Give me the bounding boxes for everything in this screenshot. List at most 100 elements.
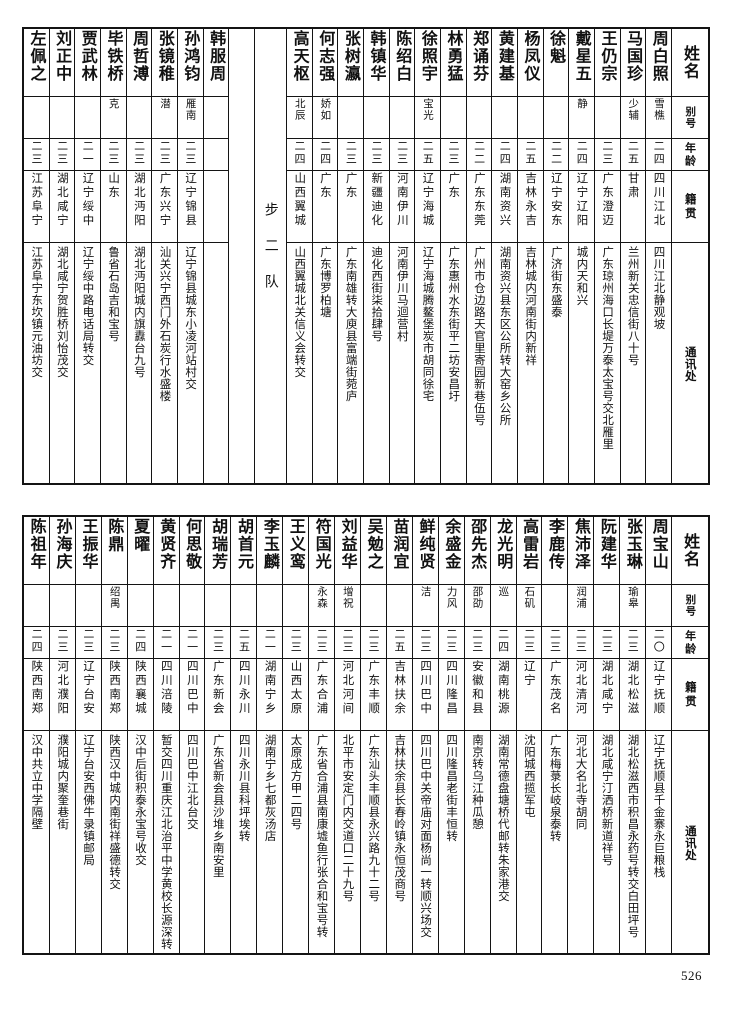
cell-address-text: 汕关兴宁西门外石炭行水盛楼: [158, 246, 173, 402]
roster-entry-column[interactable]: 贾武林 二一 辽宁绥中 辽宁绥中路电话局转交: [75, 29, 101, 483]
roster-entry-column[interactable]: 王仍宗 二三 广东澄迈 广东琼州海口长堤万泰太宝号交北雁里: [594, 29, 621, 483]
cell-address-text: 沈阳城西揽军屯: [522, 734, 537, 818]
roster-entry-column[interactable]: 苗润宜 二五 吉林扶余 吉林扶余县长春岭镇永恒茂商号: [386, 517, 413, 953]
cell-name: 张玉琳: [620, 517, 646, 585]
cell-age: 二三: [126, 139, 152, 171]
cell-native-place: 湖南宁乡: [257, 659, 283, 731]
roster-entry-column[interactable]: 毕铁桥克二三 山东 鲁省石岛吉和宝号: [100, 29, 127, 483]
cell-address-text: 太原成方甲二四号: [289, 734, 304, 830]
roster-entry-column[interactable]: 徐照宇 宝光 二五 辽宁海城 辽宁海城腾鳌堡炭市胡同徐宅: [415, 29, 442, 483]
cell-address-text: 吉林扶余县长春岭镇永恒茂商号: [393, 734, 408, 902]
roster-entry-column[interactable]: 阮建华 二三 湖北咸宁 湖北咸宁汀洒桥新道祥号: [594, 517, 621, 953]
cell-alias: 娇如: [312, 97, 338, 139]
roster-entry-column[interactable]: 焦沛泽 润浦 二三 河北清河 河北大名北寺胡同: [568, 517, 595, 953]
cell-address: 沈阳城西揽军屯: [517, 731, 542, 953]
cell-alias: [386, 585, 412, 627]
roster-entry-column[interactable]: 何思敬 二一 四川巴中 四川巴中江北台交: [179, 517, 206, 953]
cell-native-place-text: 山西太原: [289, 660, 304, 716]
roster-entry-column[interactable]: 龙光明巡二四 湖南桃源 湖南常德盘塘桥代邮转朱家港交: [490, 517, 517, 953]
roster-entry-column[interactable]: 黄贤齐 二一 四川涪陵 暂交四川重庆江北治平中学黄校长源深转: [153, 517, 180, 953]
roster-entry-column[interactable]: 陈鼎 绍禺 二三 陕西南郑 陕西汉中城内南街祥盛德转交: [101, 517, 128, 953]
roster-entry-column[interactable]: 黄建基 二四 湖南资兴 湖南资兴县东区公所转大窑乡公所: [492, 29, 518, 483]
cell-age: 二五: [517, 139, 543, 171]
row-header-column: 姓名 别号 年龄 籍贯 通讯处: [672, 517, 708, 953]
cell-address-text: 城内天和兴: [575, 246, 590, 306]
cell-address-text: 湖北沔阳城内旗纛台九号: [132, 246, 147, 378]
cell-address-text: 濮阳城内聚奎巷街: [56, 734, 71, 830]
cell-address-text: 四川隆昌老街丰恒转: [445, 734, 460, 842]
row-header-name-text: 姓名: [681, 45, 701, 80]
roster-entry-column[interactable]: 高天枢 北辰 二四 山西翼城 山西翼城北关信义会转交: [287, 29, 313, 483]
roster-entry-column[interactable]: 郑诵芬 二二 广东东莞 广州市仓边路天官里寄园新巷伍号: [466, 29, 493, 483]
cell-name-text: 黄贤齐: [157, 518, 177, 571]
cell-age: 二一: [179, 627, 205, 659]
roster-entry-column[interactable]: 徐魁 二二 辽宁安东 广济街东盛泰: [543, 29, 570, 483]
row-header-address-text: 通讯处: [683, 346, 698, 382]
cell-name-text: 刘益华: [338, 518, 358, 571]
cell-address-text: 汉中共立中学隔壁: [30, 734, 45, 830]
roster-entry-column[interactable]: 马国珍 少辅 二五 甘肃 兰州新关忠信街八十号: [620, 29, 647, 483]
cell-alias: [360, 585, 386, 627]
cell-name: 杨凤仪: [517, 29, 543, 97]
roster-entry-column[interactable]: 周哲溥 二三 湖北沔阳 湖北沔阳城内旗纛台九号: [126, 29, 153, 483]
cell-name: 鲜纯贤: [412, 517, 438, 585]
cell-name: 王仍宗: [594, 29, 620, 97]
roster-entry-column[interactable]: 李鹿传 二三 广东茂名 广东梅菉长岐泉泰转: [542, 517, 569, 953]
roster-entry-column[interactable]: 李玉麟 二一 湖南宁乡 湖南宁乡七都灰汤店: [257, 517, 284, 953]
roster-entry-column[interactable]: 邵先杰 邵劭 二三 安徽和县 南京转乌江种瓜憩: [464, 517, 491, 953]
roster-entry-column[interactable]: 余盛金 力风 二三 四川隆昌 四川隆昌老街丰恒转: [438, 517, 465, 953]
cell-address-text: 江苏阜宁东坎镇元油坊交: [30, 246, 45, 378]
cell-age: 二三: [49, 627, 75, 659]
roster-entry-column[interactable]: 符国光 永森 二三 广东合浦 广东省合浦县南康墟鱼行张合和宝号转: [309, 517, 336, 953]
cell-age-text: 二四: [293, 140, 307, 166]
cell-age-text: 二三: [289, 628, 303, 654]
roster-entry-column[interactable]: 张镜稚潜二三 广东兴宁 汕关兴宁西门外石炭行水盛楼: [152, 29, 178, 483]
cell-age-text: 二五: [421, 140, 435, 166]
cell-address: 四川隆昌老街丰恒转: [439, 731, 464, 953]
roster-entry-column[interactable]: 韩服周: [203, 29, 230, 483]
cell-native-place-text: 新疆迪化: [370, 172, 385, 228]
roster-entry-column[interactable]: 夏曜 二四 陕西襄城 汉中后街积泰永宝号收交: [127, 517, 154, 953]
cell-address-text: 辽宁抚顺县千金寨永巨粮栈: [652, 734, 667, 878]
cell-alias-text: 雁南: [184, 98, 197, 121]
roster-entry-column[interactable]: 王振华 二三 辽宁台安 辽宁台安西佛牛录镇邮局: [75, 517, 102, 953]
roster-entry-column[interactable]: 陈祖年 二四 陕西南郑 汉中共立中学隔壁: [24, 517, 50, 953]
cell-age: 二三: [594, 627, 620, 659]
row-header-age-text: 年龄: [683, 141, 697, 168]
roster-entry-column[interactable]: 鲜纯贤洁二三 四川巴中 四川巴中关帝庙对面杨尚一转顺兴场交: [412, 517, 439, 953]
roster-entry-column[interactable]: 刘正中 二三 湖北咸宁 湖北咸宁贺胜桥刘怡茂交: [49, 29, 76, 483]
roster-entry-column[interactable]: 杨凤仪 二五 吉林永吉 吉林城内河南街内新祥: [517, 29, 544, 483]
roster-entry-column[interactable]: 戴星五静二四 辽宁辽阳 城内天和兴: [569, 29, 595, 483]
cell-name: 徐照宇: [415, 29, 441, 97]
cell-native-place: 辽宁台安: [75, 659, 101, 731]
cell-name: 阮建华: [594, 517, 620, 585]
roster-entry-column[interactable]: 左佩之 二三 江苏阜宁 江苏阜宁东坎镇元油坊交: [24, 29, 50, 483]
roster-entry-column[interactable]: 吴勉之 二三 广东丰顺 广东汕头丰顺县永兴路九十二号: [360, 517, 387, 953]
cell-age: 二三: [441, 139, 466, 171]
cell-native-place: 山西翼城: [287, 171, 312, 243]
cell-alias-text: 静: [575, 98, 588, 110]
roster-entry-column[interactable]: 孙鸿钧 雁南 二三 辽宁锦县 辽宁锦县城东小凌河站村交: [177, 29, 204, 483]
cell-age-text: 二一: [159, 628, 173, 654]
roster-entry-column[interactable]: 刘益华 增祝 二三 河北河间 北平市安定门内交道口二十九号: [335, 517, 361, 953]
roster-entry-column[interactable]: 林勇猛 二三 广东 广东惠州水东街平二坊安昌圩: [441, 29, 467, 483]
cell-name-text: 徐魁: [547, 30, 567, 65]
cell-address-text: 广东省新会县沙堆乡南安里: [211, 734, 226, 878]
roster-entry-column[interactable]: 周白照 雪樵 二四 四川江北 四川江北静观坡: [646, 29, 672, 483]
row-header-address: 通讯处: [672, 243, 708, 483]
cell-name: 韩服周: [203, 29, 229, 97]
roster-entry-column[interactable]: 张玉琳 瑜皋 二三 湖北松滋 湖北松滋西市积昌永药号转交白田坪号: [620, 517, 647, 953]
roster-entry-column[interactable]: 胡首元 二五 四川永川 四川永川县科坪埃转: [231, 517, 258, 953]
roster-entry-column[interactable]: 何志强 娇如 二四 广东 广东博罗柏塘: [312, 29, 339, 483]
cell-age-text: 二四: [575, 140, 589, 166]
cell-alias: 增祝: [335, 585, 360, 627]
roster-entry-column[interactable]: 周宝山 二〇 辽宁抚顺 辽宁抚顺县千金寨永巨粮栈: [646, 517, 673, 953]
roster-entry-column[interactable]: 高雷岩 石矶 二三 辽宁 沈阳城西揽军屯: [516, 517, 543, 953]
cell-alias: [205, 585, 231, 627]
roster-entry-column[interactable]: 张树瀛 二三 广东 广东南雄转大庾县富端街菀庐: [338, 29, 365, 483]
roster-entry-column[interactable]: 王义鸾 二三 山西太原 太原成方甲二四号: [283, 517, 310, 953]
roster-entry-column[interactable]: 陈绍白 二三 河南伊川 河南伊川马迴营村: [389, 29, 416, 483]
roster-entry-column[interactable]: 孙海庆 二三 河北濮阳 濮阳城内聚奎巷街: [49, 517, 76, 953]
roster-entry-column[interactable]: 胡瑞芳 二三 广东新会 广东省新会县沙堆乡南安里: [205, 517, 232, 953]
roster-entry-column[interactable]: 韩镇华 二三 新疆迪化 迪化西街柒拾肆号: [364, 29, 390, 483]
